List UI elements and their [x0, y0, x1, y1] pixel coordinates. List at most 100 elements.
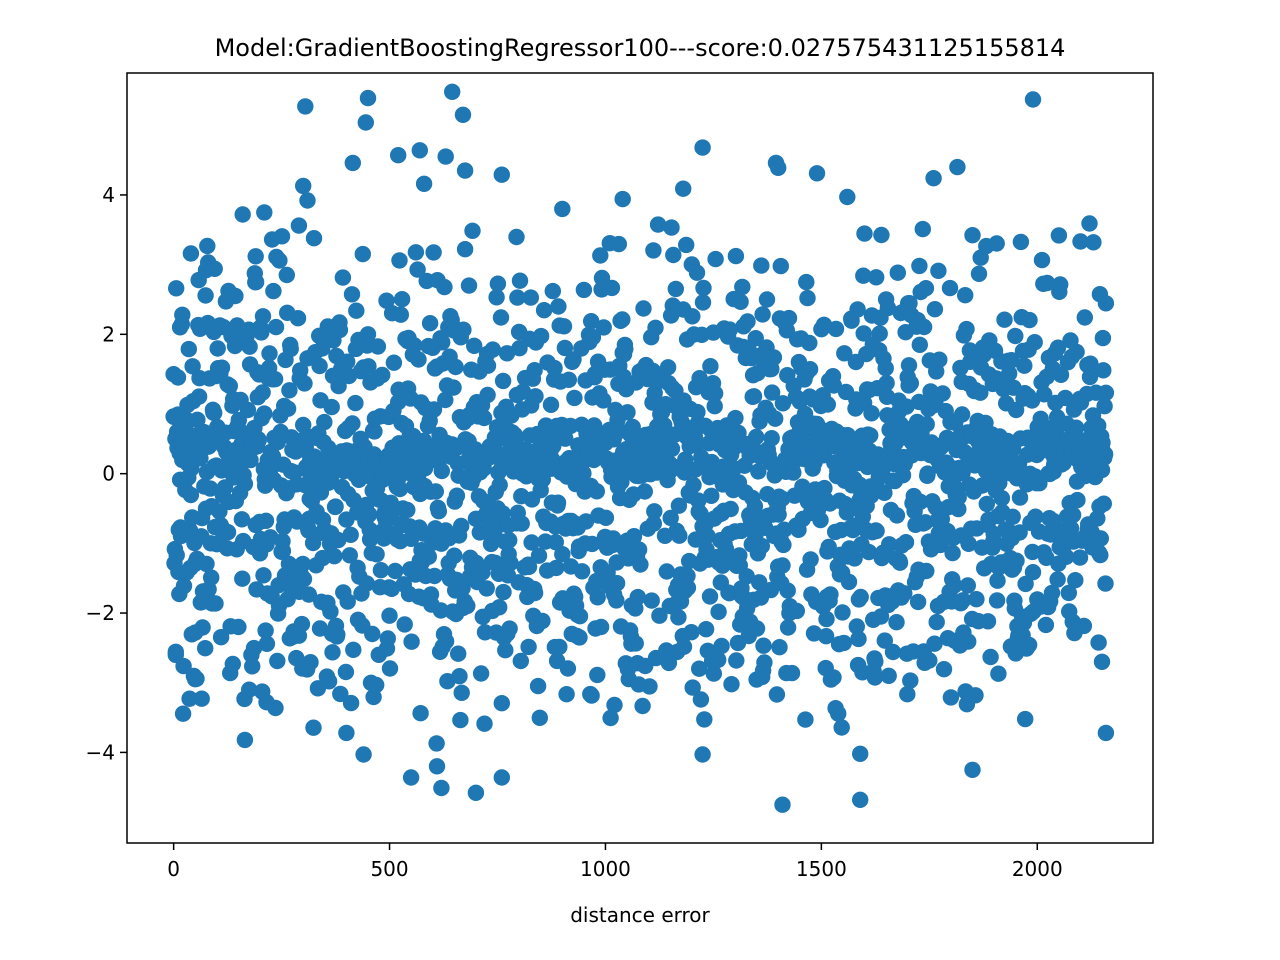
scatter-point — [344, 154, 361, 172]
scatter-point — [898, 398, 915, 415]
y-tick-label: −2 — [86, 601, 115, 625]
scatter-point — [559, 660, 577, 677]
scatter-point — [396, 616, 413, 633]
scatter-point — [1097, 575, 1114, 592]
scatter-point — [1016, 710, 1034, 728]
scatter-point — [436, 278, 453, 296]
scatter-point — [727, 409, 744, 427]
scatter-point — [900, 357, 918, 374]
scatter-point — [460, 277, 478, 294]
scatter-point — [866, 669, 884, 686]
x-tick-label: 500 — [370, 857, 408, 881]
scatter-point — [412, 705, 429, 722]
scatter-point — [863, 405, 880, 422]
scatter-point — [705, 665, 722, 682]
scatter-point — [366, 423, 383, 440]
scatter-point — [489, 275, 507, 292]
scatter-point — [753, 257, 770, 274]
scatter-point — [522, 289, 539, 306]
scatter-point — [512, 652, 529, 670]
scatter-point — [421, 315, 439, 332]
scatter-point — [771, 639, 788, 656]
scatter-point — [493, 695, 510, 712]
scatter-point — [258, 694, 275, 711]
scatter-point — [1012, 233, 1030, 251]
scatter-point — [534, 612, 551, 630]
scatter-point — [1024, 91, 1042, 108]
scatter-point — [514, 383, 532, 400]
scatter-point — [478, 580, 495, 597]
scatter-point — [300, 586, 317, 603]
scatter-point — [754, 306, 771, 323]
scatter-point — [1097, 724, 1115, 742]
scatter-point — [835, 634, 852, 652]
scatter-point — [665, 246, 682, 264]
scatter-point — [934, 385, 951, 402]
scatter-point — [941, 279, 959, 297]
scatter-point — [560, 371, 577, 388]
scatter-point — [250, 432, 267, 449]
scatter-point — [675, 638, 693, 655]
scatter-point — [390, 147, 407, 164]
scatter-point — [1072, 233, 1089, 250]
scatter-point — [656, 417, 673, 434]
scatter-point — [747, 330, 764, 347]
scatter-point — [391, 252, 408, 269]
scatter-point — [902, 375, 919, 392]
scatter-point — [171, 319, 189, 336]
scatter-point — [707, 250, 724, 268]
scatter-point — [411, 142, 428, 159]
scatter-point — [456, 162, 474, 179]
scatter-point — [326, 548, 343, 565]
scatter-point — [548, 559, 565, 577]
scatter-point — [597, 509, 615, 526]
scatter-point — [879, 299, 897, 317]
scatter-point — [342, 526, 359, 543]
scatter-point — [636, 483, 653, 500]
scatter-point — [495, 583, 512, 601]
scatter-point — [544, 282, 561, 300]
scatter-point — [392, 306, 409, 323]
scatter-point — [651, 607, 668, 624]
scatter-point — [964, 761, 981, 778]
scatter-point — [456, 241, 474, 258]
scatter-point — [770, 506, 787, 523]
scatter-point — [993, 490, 1011, 507]
scatter-point — [378, 292, 395, 309]
scatter-point — [256, 204, 273, 221]
scatter-point — [197, 287, 214, 304]
scatter-point — [723, 676, 740, 693]
scatter-point — [840, 573, 858, 591]
scatter-point — [479, 386, 496, 404]
scatter-point — [428, 758, 446, 775]
scatter-point — [758, 291, 776, 308]
scatter-point — [174, 705, 192, 722]
scatter-point — [426, 567, 443, 585]
scatter-point — [501, 532, 518, 549]
scatter-point — [694, 294, 712, 311]
scatter-point — [497, 642, 514, 659]
scatter-point — [634, 697, 651, 715]
scatter-point — [629, 588, 646, 606]
scatter-point — [187, 671, 204, 688]
scatter-point — [224, 655, 241, 673]
scatter-point — [868, 269, 885, 286]
scatter-point — [915, 318, 933, 336]
scatter-point — [615, 368, 632, 385]
scatter-point — [428, 735, 445, 752]
scatter-point — [694, 746, 711, 763]
scatter-point — [454, 106, 472, 124]
scatter-point — [1020, 636, 1038, 654]
scatter-point — [763, 430, 780, 447]
scatter-point — [1094, 329, 1112, 347]
scatter-point — [957, 287, 974, 304]
scatter-point — [1023, 392, 1041, 409]
scatter-point — [914, 220, 931, 238]
scatter-point — [958, 320, 975, 338]
scatter-point — [358, 575, 375, 592]
scatter-point — [295, 416, 312, 434]
scatter-point — [727, 247, 745, 265]
scatter-point — [632, 556, 649, 573]
scatter-point — [213, 359, 231, 376]
scatter-point — [234, 570, 251, 587]
